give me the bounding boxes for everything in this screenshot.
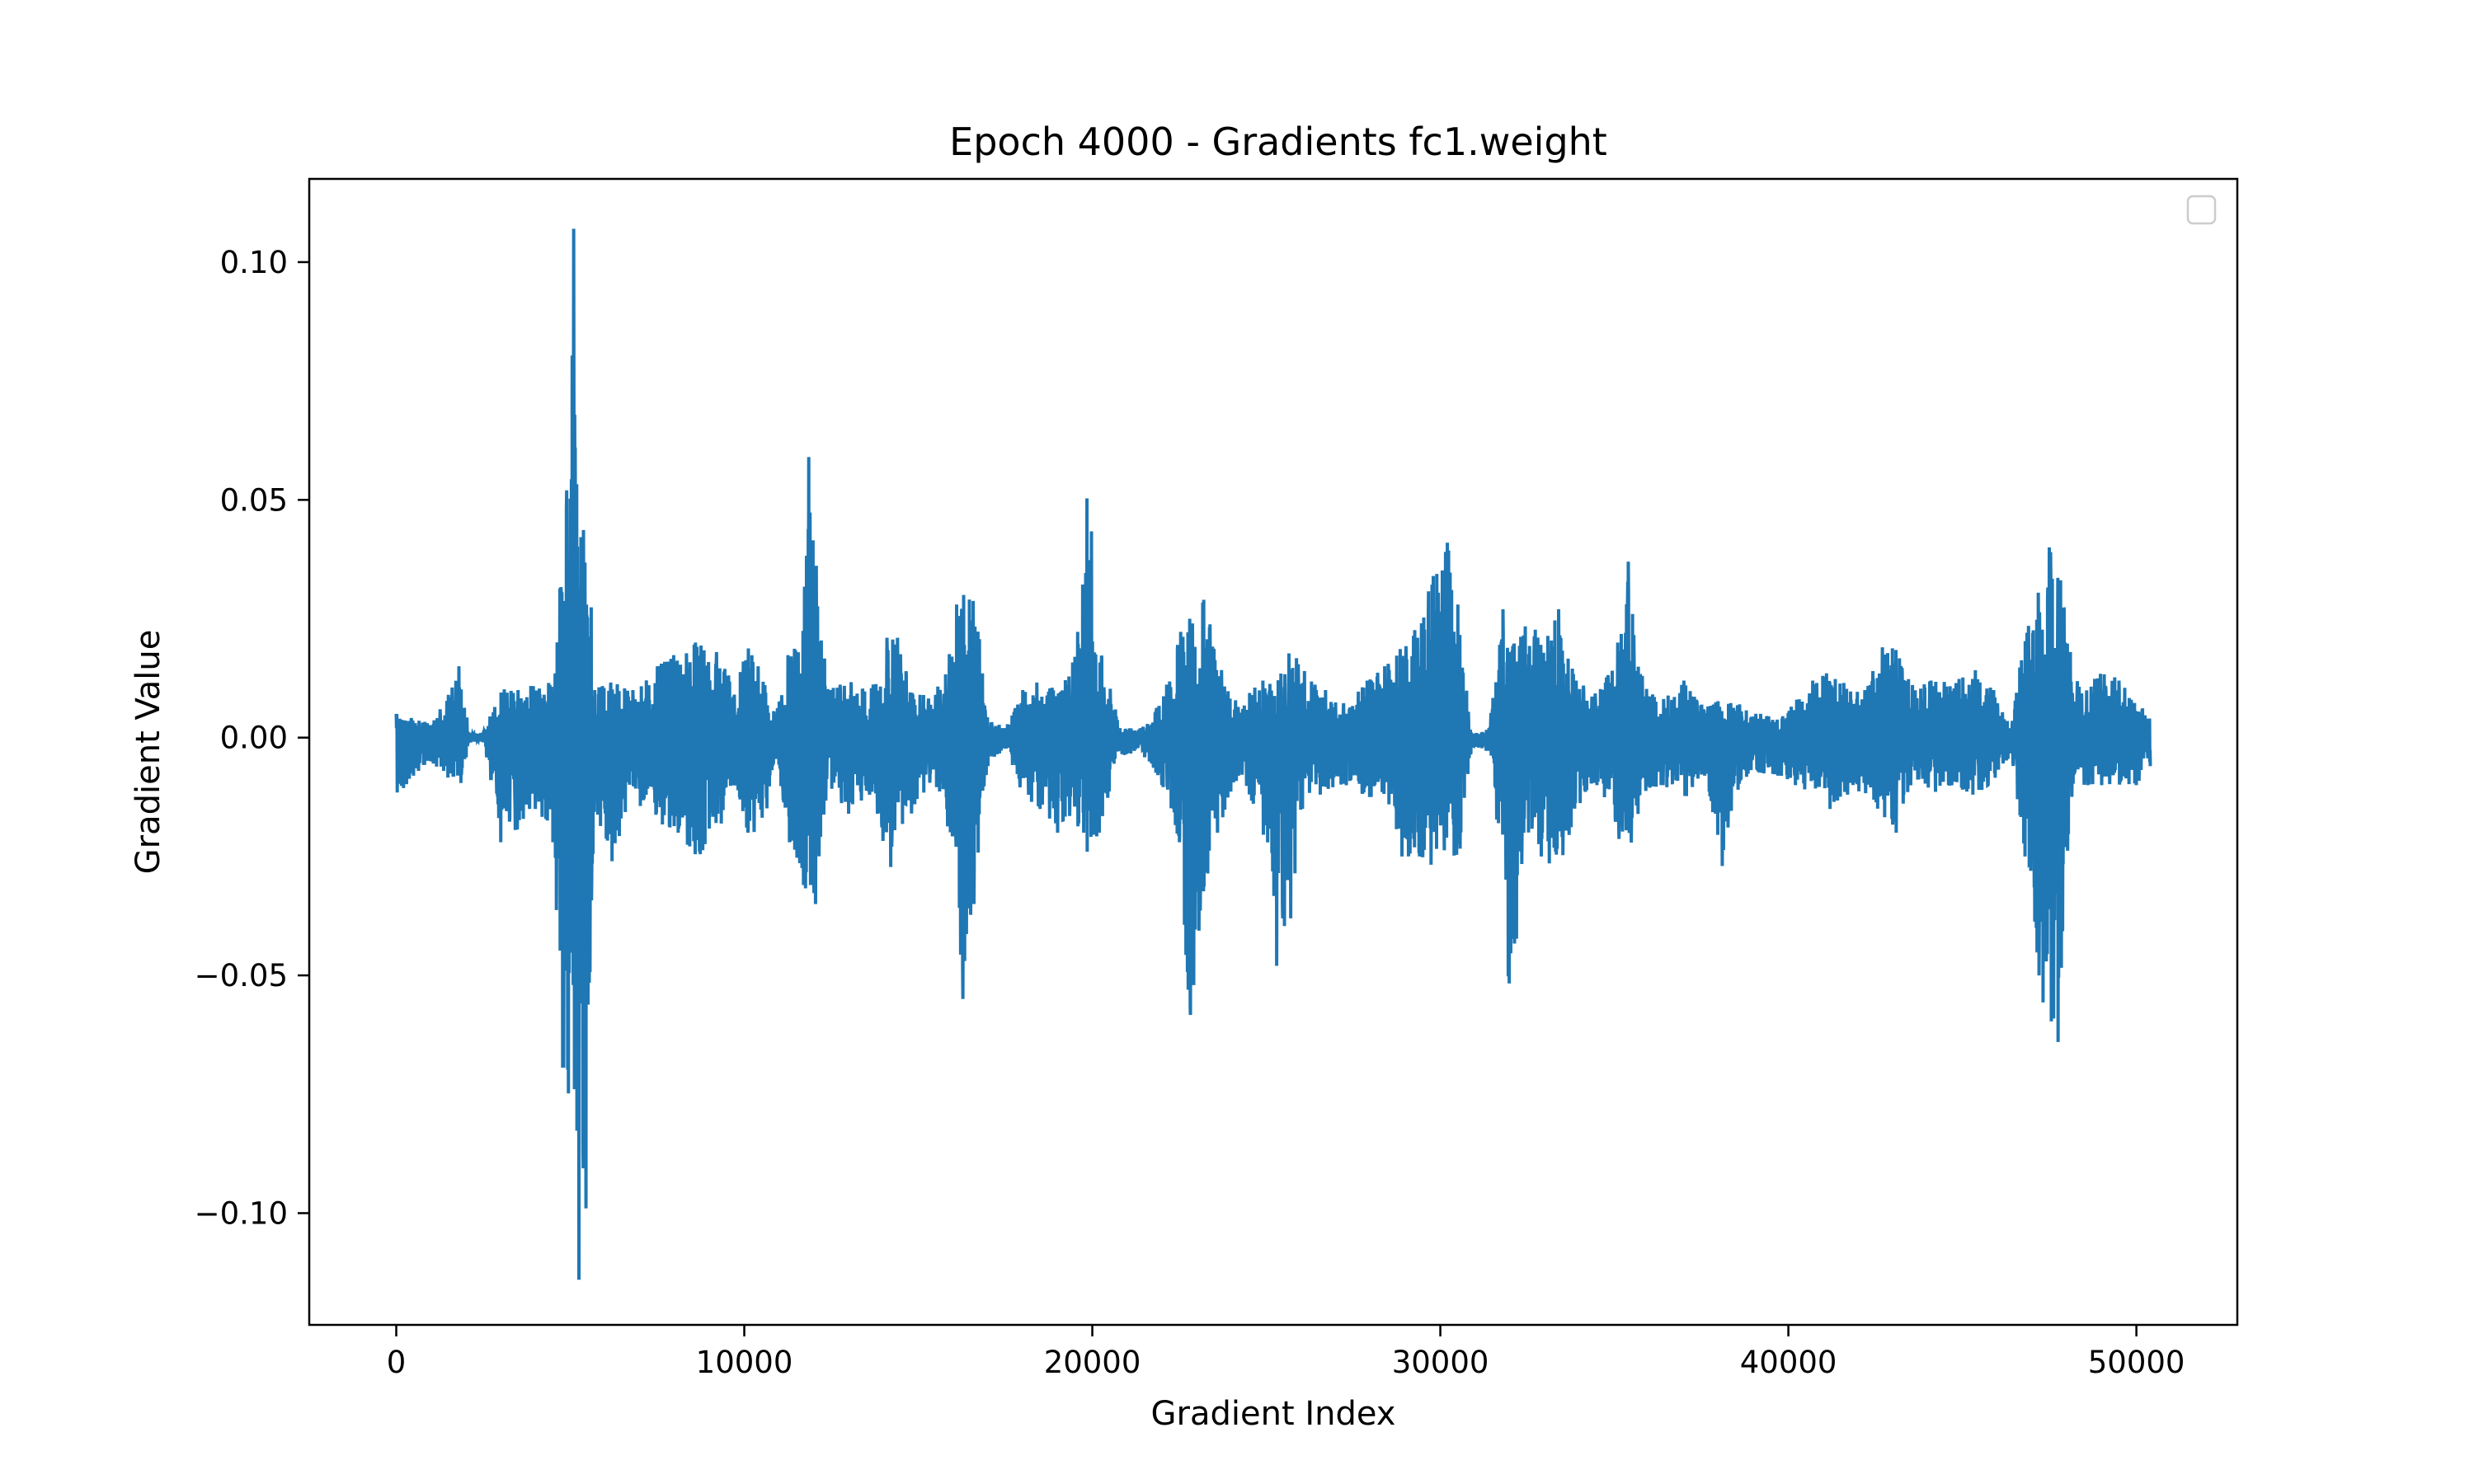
x-tick-label: 0 — [387, 1345, 407, 1380]
y-tick-label: −0.10 — [195, 1195, 288, 1231]
x-tick-label: 40000 — [1740, 1345, 1837, 1380]
series-line — [394, 228, 2152, 1280]
x-axis-ticks: 0 10000 20000 30000 40000 50000 — [387, 1325, 2185, 1380]
x-tick-label: 50000 — [2088, 1345, 2185, 1380]
x-axis-label: Gradient Index — [1151, 1395, 1396, 1433]
y-axis-label: Gradient Value — [129, 630, 167, 875]
x-tick-label: 20000 — [1044, 1345, 1141, 1380]
series-layer — [394, 228, 2152, 1280]
chart-title: Epoch 4000 - Gradients fc1.weight — [949, 120, 1607, 164]
y-axis-ticks: 0.10 0.05 0.00 −0.05 −0.10 — [195, 245, 309, 1231]
legend-box — [2186, 195, 2217, 225]
y-tick-label: 0.10 — [220, 245, 288, 280]
y-tick-label: 0.05 — [220, 482, 288, 518]
y-tick-label: −0.05 — [195, 958, 288, 993]
x-tick-label: 10000 — [696, 1345, 793, 1380]
y-tick-label: 0.00 — [220, 721, 288, 756]
x-tick-label: 30000 — [1392, 1345, 1489, 1380]
plot-frame — [308, 177, 2239, 1327]
